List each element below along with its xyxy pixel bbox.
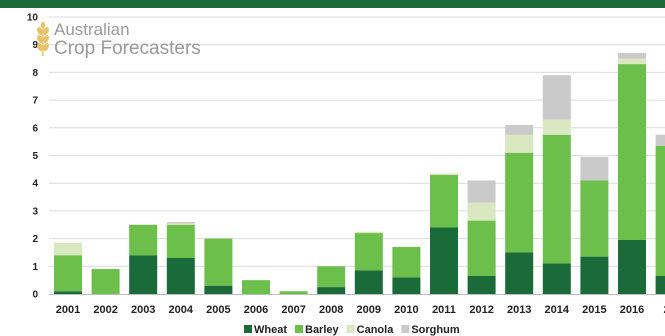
bar-wheat-2010 (392, 277, 421, 294)
bar-barley-2001 (54, 255, 82, 292)
x-tick-label: 2015 (582, 304, 606, 316)
bar-wheat-2008 (317, 287, 346, 294)
bar-sorghum-2015 (580, 156, 609, 181)
wheat-ear-icon (37, 22, 49, 56)
bar-sorghum-2017 (655, 134, 665, 146)
x-tick-label: 2012 (469, 304, 493, 316)
x-tick-label: 2014 (545, 304, 570, 316)
bar-barley-2013 (505, 152, 534, 253)
bar-barley-2005 (204, 238, 233, 286)
legend-label-barley: Barley (305, 324, 340, 336)
bar-canola-2004 (166, 223, 195, 225)
bar-sorghum-2012 (467, 180, 496, 203)
bar-barley-2015 (580, 180, 609, 257)
x-tick-label: 2013 (507, 304, 531, 316)
bar-canola-2011 (430, 173, 458, 175)
bar-wheat-2011 (430, 227, 458, 294)
x-tick-label: 2004 (169, 304, 194, 316)
bar-sorghum-2014 (542, 75, 571, 120)
bar-barley-2012 (467, 220, 496, 276)
x-tick-label: 2002 (93, 304, 117, 316)
legend-swatch-sorghum (401, 325, 410, 333)
x-tick-label: 2003 (131, 304, 155, 316)
x-tick-label: 2016 (620, 304, 644, 316)
x-tick-label: 2011 (432, 304, 456, 316)
bar-sorghum-2016 (618, 53, 646, 59)
brand-name-line2: Crop Forecasters (54, 38, 201, 59)
legend-swatch-wheat (244, 325, 252, 333)
bar-wheat-2012 (467, 275, 496, 294)
y-tick-label: 4 (32, 179, 38, 190)
y-tick-label: 1 (32, 262, 38, 273)
bar-wheat-2016 (618, 239, 646, 294)
bar-wheat-2009 (354, 270, 383, 294)
legend-label-wheat: Wheat (254, 324, 287, 336)
x-tick-label: 20 (663, 304, 665, 316)
bar-wheat-2005 (204, 285, 233, 294)
y-tick-label: 2 (32, 234, 38, 245)
bar-barley-2006 (242, 280, 270, 294)
bar-barley-2002 (91, 269, 120, 294)
bar-barley-2011 (430, 174, 458, 228)
y-tick-label: 8 (32, 68, 38, 79)
bar-barley-2014 (542, 134, 571, 264)
bar-wheat-2013 (505, 252, 534, 294)
y-tick-label: 5 (32, 151, 38, 162)
bar-wheat-2015 (580, 256, 609, 294)
bar-wheat-2014 (542, 263, 571, 294)
bar-canola-2016 (618, 58, 646, 65)
bar-sorghum-2013 (505, 125, 534, 135)
y-tick-label: 10 (27, 13, 39, 24)
bar-wheat-2004 (166, 257, 195, 294)
bar-wheat-2003 (129, 255, 158, 294)
legend-swatch-canola (346, 325, 355, 333)
y-tick-label: 0 (32, 290, 38, 301)
bar-barley-2004 (166, 224, 195, 258)
legend-swatch-barley (295, 325, 303, 333)
bar-barley-2007 (279, 291, 308, 294)
bar-barley-2009 (354, 233, 383, 271)
bar-canola-2001 (54, 242, 82, 256)
top-brand-bar (0, 0, 665, 8)
y-axis-ticks: 0 1 2 3 4 5 6 7 8 9 10 (27, 13, 39, 301)
legend-label-canola: Canola (357, 324, 395, 336)
bar-canola-2014 (542, 119, 571, 135)
bars (54, 53, 665, 294)
y-tick-label: 7 (32, 96, 38, 107)
x-tick-label: 2007 (281, 304, 305, 316)
x-tick-label: 2009 (357, 304, 381, 316)
legend: Wheat Barley Canola Sorghum (244, 324, 460, 336)
x-tick-label: 2010 (394, 304, 418, 316)
bar-barley-2010 (392, 246, 421, 278)
x-axis-ticks: 2001 2002 2003 2004 2005 2006 2007 2008 2009 2010… (56, 304, 665, 316)
brand-name-line1: Australian (54, 20, 130, 39)
legend-label-sorghum: Sorghum (411, 324, 459, 336)
bar-canola-2013 (505, 134, 534, 153)
x-tick-label: 2001 (56, 304, 80, 316)
x-tick-label: 2008 (319, 304, 343, 316)
bar-sorghum-2004 (166, 221, 195, 224)
x-tick-label: 2006 (244, 304, 268, 316)
y-tick-label: 9 (32, 40, 38, 51)
y-tick-label: 6 (32, 123, 38, 134)
bar-canola-2012 (467, 202, 496, 221)
x-tick-label: 2005 (206, 304, 230, 316)
y-tick-label: 3 (32, 206, 38, 217)
bar-barley-2017 (655, 145, 665, 276)
bar-barley-2008 (317, 266, 346, 288)
bar-wheat-2017 (655, 275, 665, 294)
bar-canola-2009 (354, 231, 383, 234)
bar-barley-2003 (129, 224, 158, 256)
bar-wheat-2001 (54, 291, 82, 294)
bar-barley-2016 (618, 64, 646, 240)
